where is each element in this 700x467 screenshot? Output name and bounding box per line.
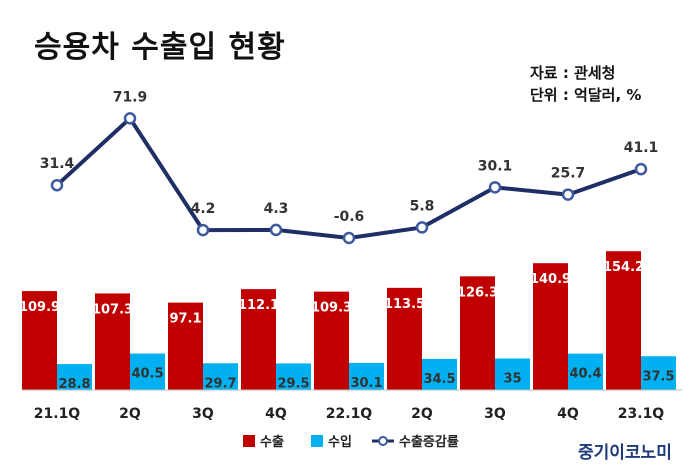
source-note: 자료 : 관세청 bbox=[530, 64, 616, 82]
export-bar bbox=[314, 291, 349, 390]
export-growth-line bbox=[50, 112, 648, 245]
import-bar bbox=[203, 363, 238, 390]
export-growth-label: 4.2 bbox=[191, 201, 216, 217]
export-growth-label: -0.6 bbox=[334, 209, 365, 225]
import-value-label: 40.4 bbox=[569, 367, 601, 382]
x-tick-label: 3Q bbox=[484, 406, 506, 422]
export-bar bbox=[22, 291, 57, 390]
export-bar bbox=[95, 293, 130, 390]
x-tick-label: 2Q bbox=[411, 406, 433, 422]
export-bar bbox=[533, 263, 568, 390]
x-tick-label: 4Q bbox=[557, 406, 579, 422]
import-value-label: 37.5 bbox=[642, 369, 674, 384]
legend-marker-rate bbox=[378, 436, 388, 446]
export-value-label: 126.3 bbox=[457, 285, 498, 300]
export-growth-label: 4.3 bbox=[264, 201, 289, 217]
export-growth-point bbox=[196, 223, 210, 237]
export-growth-label: 25.7 bbox=[551, 166, 586, 182]
export-growth-label: 30.1 bbox=[478, 158, 513, 174]
export-value-label: 109.3 bbox=[311, 301, 352, 316]
import-value-label: 28.8 bbox=[58, 377, 90, 392]
import-bar bbox=[57, 364, 92, 390]
export-growth-label: 31.4 bbox=[40, 156, 75, 172]
import-bar bbox=[568, 353, 603, 390]
import-bar bbox=[641, 356, 676, 390]
export-growth-point bbox=[415, 221, 429, 234]
export-growth-point bbox=[50, 178, 64, 192]
export-growth-point bbox=[561, 188, 575, 201]
import-value-label: 29.7 bbox=[204, 376, 236, 391]
export-growth-point bbox=[269, 223, 283, 237]
export-value-label: 112.1 bbox=[238, 298, 279, 313]
import-value-label: 34.5 bbox=[423, 372, 455, 387]
export-value-label: 140.9 bbox=[530, 272, 571, 287]
legend: 수출 수입 수출증감률 bbox=[243, 434, 459, 450]
legend-label-export: 수출 bbox=[260, 434, 284, 450]
export-growth-point bbox=[342, 231, 356, 245]
legend-swatch-export bbox=[243, 435, 255, 447]
export-growth-point bbox=[123, 112, 137, 125]
x-axis-ticks: 21.1Q 2Q 3Q 4Q 22.1Q 2Q 3Q 4Q 23.1Q bbox=[34, 406, 665, 422]
x-tick-label: 21.1Q bbox=[34, 406, 81, 422]
legend-label-rate: 수출증감률 bbox=[399, 434, 459, 450]
x-tick-label: 23.1Q bbox=[618, 406, 665, 422]
x-tick-label: 3Q bbox=[192, 406, 214, 422]
export-growth-label: 71.9 bbox=[113, 89, 148, 105]
x-tick-label: 4Q bbox=[265, 406, 287, 422]
unit-note: 단위 : 억달러, % bbox=[530, 86, 642, 104]
export-value-label: 113.5 bbox=[384, 297, 425, 312]
legend-label-import: 수입 bbox=[328, 435, 352, 450]
import-value-label: 40.5 bbox=[131, 367, 163, 382]
chart-title: 승용차 수출입 현황 bbox=[34, 30, 286, 65]
export-value-label: 107.3 bbox=[92, 302, 133, 317]
import-value-label: 35 bbox=[503, 372, 521, 387]
import-value-label: 29.5 bbox=[277, 376, 309, 391]
export-value-label: 97.1 bbox=[169, 312, 201, 327]
export-growth-point bbox=[634, 162, 648, 176]
x-tick-label: 22.1Q bbox=[326, 406, 373, 422]
export-growth-label: 41.1 bbox=[624, 140, 659, 156]
export-growth-label: 5.8 bbox=[410, 198, 435, 214]
export-growth-point bbox=[488, 181, 502, 194]
export-bar bbox=[168, 302, 203, 390]
import-bar bbox=[422, 358, 457, 390]
export-bar bbox=[460, 276, 495, 390]
export-bar bbox=[241, 289, 276, 390]
export-bar bbox=[387, 287, 422, 390]
import-bars bbox=[57, 353, 676, 390]
export-bar bbox=[606, 251, 641, 390]
import-bar bbox=[495, 358, 530, 390]
brand-logo: 중기이코노미 bbox=[578, 443, 672, 463]
value-labels: 109.9 28.8 107.3 40.5 97.1 29.7 112.1 29.5 109.3… bbox=[19, 89, 675, 392]
export-bars bbox=[22, 251, 641, 390]
import-bar bbox=[349, 362, 384, 390]
export-value-label: 109.9 bbox=[19, 300, 60, 315]
x-tick-label: 2Q bbox=[119, 406, 141, 422]
legend-swatch-import bbox=[311, 435, 323, 447]
import-value-label: 30.1 bbox=[350, 376, 382, 391]
import-bar bbox=[276, 363, 311, 390]
export-value-label: 154.2 bbox=[603, 260, 644, 275]
import-bar bbox=[130, 353, 165, 390]
